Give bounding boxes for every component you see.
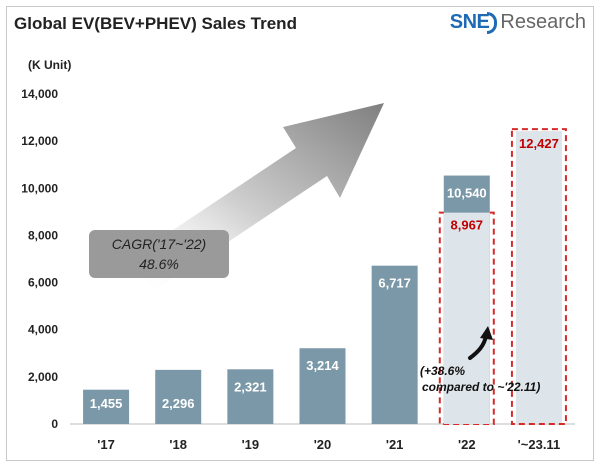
y-tick-label: 14,000	[21, 87, 58, 101]
data-label: 12,427	[519, 136, 559, 151]
bar	[83, 389, 130, 424]
y-tick-label: 2,000	[28, 370, 58, 384]
highlight-box-23	[510, 128, 567, 425]
chart-frame	[6, 6, 594, 461]
growth-arrow-head-icon	[480, 326, 493, 340]
bar	[371, 265, 418, 424]
data-label: 6,717	[378, 276, 411, 291]
growth-label-line2: compared to ~'22.11)	[422, 380, 540, 394]
data-label-partial: 8,967	[451, 218, 484, 233]
sne-research-logo: SNE Research	[450, 11, 586, 34]
cagr-box	[89, 230, 229, 278]
x-tick-label: '17	[97, 437, 115, 452]
cagr-label: CAGR('17~'22)	[112, 236, 206, 252]
y-tick-label: 4,000	[28, 323, 58, 337]
data-label: 2,296	[162, 396, 195, 411]
bar	[515, 131, 562, 424]
x-tick-label: '20	[314, 437, 332, 452]
data-label: 1,455	[90, 396, 123, 411]
bar	[155, 369, 202, 424]
x-tick-label: '19	[242, 437, 260, 452]
chart-title: Global EV(BEV+PHEV) Sales Trend	[14, 14, 297, 33]
logo-brand: SNE	[449, 11, 490, 33]
bar-partial-22	[443, 212, 490, 424]
bar	[227, 369, 274, 424]
unit-label: (K Unit)	[28, 58, 72, 72]
logo-suffix: Research	[500, 11, 586, 33]
growth-label-line1: (+38.6%	[420, 364, 465, 378]
y-tick-label: 12,000	[21, 134, 58, 148]
x-tick-label: '~23.11	[518, 437, 561, 452]
x-tick-label: '22	[458, 437, 476, 452]
y-tick-label: 10,000	[21, 181, 58, 195]
logo-mark-icon	[487, 11, 498, 34]
data-label: 3,214	[306, 358, 339, 373]
y-tick-label: 0	[51, 417, 58, 431]
y-tick-label: 8,000	[28, 228, 58, 242]
bar	[299, 348, 346, 424]
data-label: 10,540	[447, 186, 487, 201]
x-tick-label: '18	[169, 437, 187, 452]
y-tick-label: 6,000	[28, 276, 58, 290]
x-tick-label: '21	[386, 437, 404, 452]
cagr-value: 48.6%	[139, 256, 179, 272]
data-label: 2,321	[234, 379, 267, 394]
